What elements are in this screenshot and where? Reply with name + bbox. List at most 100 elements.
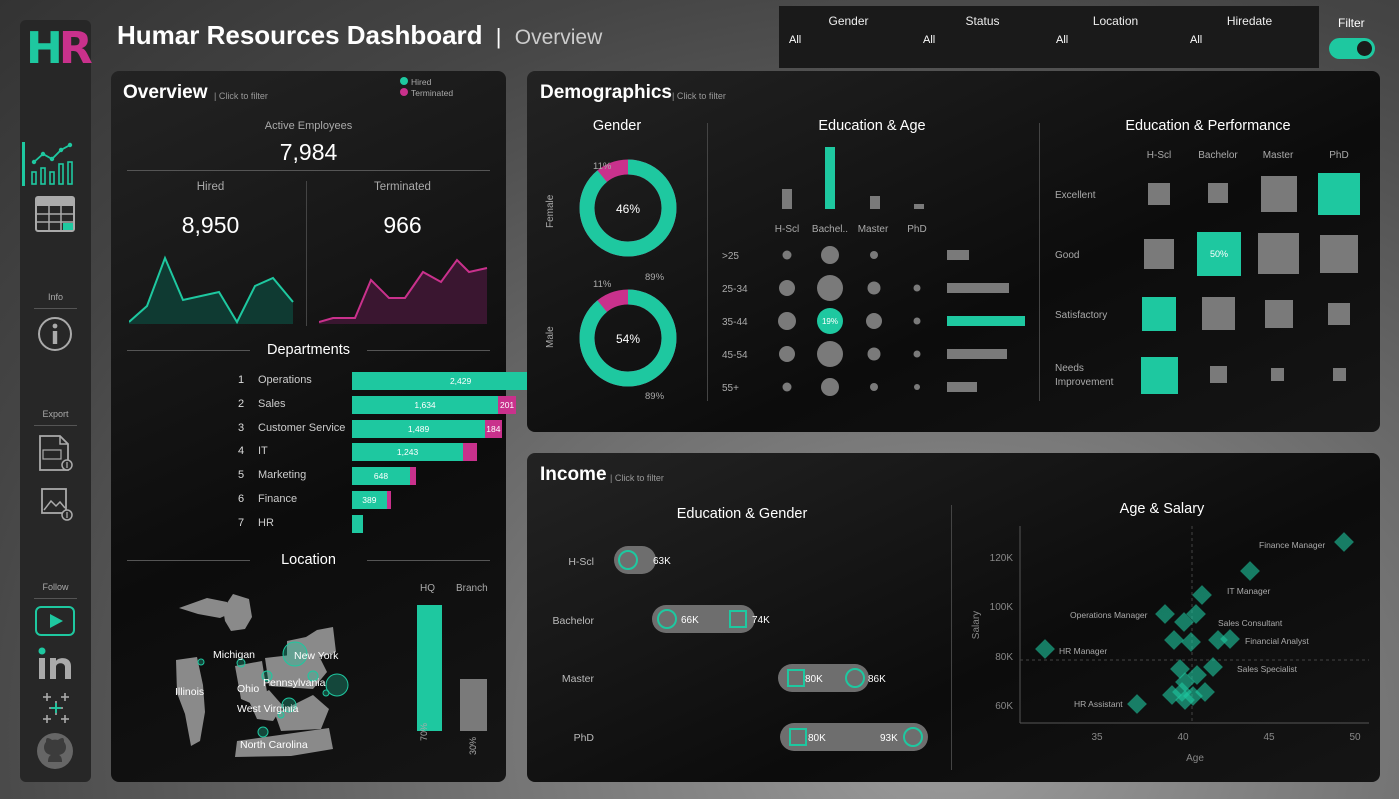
active-employees-value: 7,984: [279, 139, 338, 165]
hired-bar[interactable]: 1,489: [352, 419, 486, 438]
education-performance-title: Education & Performance: [1125, 118, 1291, 134]
svg-text:80K: 80K: [808, 733, 826, 744]
svg-text:40: 40: [1177, 732, 1189, 743]
filter-status[interactable]: Status All: [915, 14, 1050, 46]
svg-text:Bachelor: Bachelor: [1198, 150, 1238, 161]
department-row[interactable]: 4 IT 1,243: [238, 443, 608, 462]
svg-text:PhD: PhD: [907, 224, 926, 235]
departments-title: Departments: [266, 342, 350, 358]
state-label: West Virginia: [237, 703, 299, 715]
hired-bar[interactable]: [352, 514, 363, 533]
filter-toggle[interactable]: [1329, 38, 1375, 59]
male-donut[interactable]: [575, 285, 681, 391]
filter-value[interactable]: All: [923, 34, 936, 46]
filter-name: Gender: [828, 14, 869, 28]
svg-text:Operations Manager: Operations Manager: [1070, 610, 1148, 620]
education-gender-chart[interactable]: H-Scl Bachelor Master PhD 63K 66K 74K 80…: [537, 533, 947, 763]
terminated-bar[interactable]: [386, 491, 392, 509]
filter-location[interactable]: Location All: [1048, 14, 1183, 46]
toggle-knob: [1357, 41, 1372, 56]
department-name: Finance: [258, 493, 298, 505]
svg-text:35-44: 35-44: [722, 317, 748, 328]
pdf-export-icon[interactable]: [38, 434, 74, 472]
department-row[interactable]: 6 Finance 389: [238, 491, 608, 509]
svg-text:80K: 80K: [995, 652, 1013, 663]
department-name: Marketing: [258, 469, 307, 482]
tableau-icon[interactable]: [40, 692, 72, 724]
svg-text:74K: 74K: [752, 615, 770, 626]
svg-text:19%: 19%: [822, 317, 838, 326]
branch-share-bar[interactable]: [460, 678, 487, 731]
department-row[interactable]: 5 Marketing 648: [238, 467, 608, 486]
terminated-bar[interactable]: 184: [485, 419, 502, 438]
github-icon[interactable]: [36, 732, 74, 770]
divider: [1039, 123, 1040, 401]
hq-label: HQ: [420, 583, 435, 594]
branch-pct-label: 30%: [468, 736, 478, 755]
female-donut[interactable]: [575, 155, 681, 261]
state-label: Pennsylvania: [263, 677, 326, 689]
department-name: HR: [258, 516, 274, 529]
youtube-icon[interactable]: [35, 606, 75, 636]
state-label: Ohio: [237, 683, 259, 695]
filter-value[interactable]: All: [1190, 34, 1203, 46]
dashboard-title: Humar Resources Dashboard: [117, 20, 483, 50]
hired-bar[interactable]: 648: [352, 467, 410, 486]
active-employees-label: Active Employees: [264, 120, 353, 132]
svg-text:Age: Age: [1186, 753, 1204, 764]
svg-text:IT Manager: IT Manager: [1227, 586, 1270, 596]
sidebar: HR Info Export Follo: [20, 20, 93, 782]
svg-text:H-Scl: H-Scl: [775, 224, 799, 235]
education-performance-chart[interactable]: H-Scl Bachelor Master PhD Excellent Good…: [1047, 141, 1377, 401]
hired-label: Hired: [196, 181, 225, 193]
divider: [34, 598, 77, 599]
page-title: Humar Resources Dashboard | Overview: [117, 20, 602, 51]
hired-bar[interactable]: 2,429: [352, 372, 570, 390]
legend-item-terminated[interactable]: Terminated: [400, 88, 453, 98]
terminated-value: 966: [383, 212, 422, 238]
state-label: North Carolina: [240, 739, 308, 751]
department-name: Operations: [258, 374, 312, 386]
education-age-chart[interactable]: H-Scl Bachel.. Master PhD >25 25-34 35-4…: [712, 141, 1037, 401]
terminated-bar[interactable]: [409, 467, 417, 486]
filter-hiredate[interactable]: Hiredate All: [1182, 14, 1317, 46]
title-separator: |: [495, 24, 502, 49]
hired-bar[interactable]: 389: [352, 491, 387, 509]
svg-text:H-Scl: H-Scl: [1147, 150, 1171, 161]
bar-line-chart-icon[interactable]: [22, 142, 76, 188]
male-share: 54%: [615, 332, 641, 346]
demographics-title: Demographics: [540, 82, 672, 103]
svg-text:Good: Good: [1055, 250, 1079, 261]
hired-trend-sparkline[interactable]: [129, 254, 297, 326]
department-row[interactable]: 2 Sales 1,634 201: [238, 395, 608, 414]
filter-gender[interactable]: Gender All: [781, 14, 916, 46]
linkedin-icon[interactable]: [37, 647, 73, 681]
terminated-trend-sparkline[interactable]: [319, 254, 491, 326]
svg-text:Finance Manager: Finance Manager: [1259, 540, 1325, 550]
terminated-label: Terminated: [374, 181, 431, 193]
income-title: Income: [540, 464, 607, 485]
department-name: Customer Service: [258, 421, 346, 434]
table-icon[interactable]: [35, 196, 75, 232]
info-icon[interactable]: [37, 316, 73, 352]
hired-bar[interactable]: 1,243: [352, 443, 464, 462]
terminated-bar[interactable]: [463, 443, 477, 462]
demographics-panel: Demographics | Click to filter Gender Fe…: [527, 71, 1380, 432]
svg-text:Salary: Salary: [971, 611, 982, 639]
department-row[interactable]: 3 Customer Service 1,489 184: [238, 419, 608, 438]
filter-value[interactable]: All: [789, 34, 802, 46]
age-salary-scatter[interactable]: 120K 100K 80K 60K 35 40 45 50 Age Salary: [957, 521, 1377, 771]
filter-value[interactable]: All: [1056, 34, 1069, 46]
department-row[interactable]: 7 HR: [238, 514, 608, 533]
female-inner-pct: 11%: [593, 161, 612, 172]
svg-text:80K: 80K: [805, 674, 823, 685]
hq-share-bar[interactable]: [417, 605, 442, 731]
image-export-icon[interactable]: [40, 486, 74, 522]
terminated-bar[interactable]: 201: [498, 395, 517, 414]
svg-text:PhD: PhD: [1329, 150, 1348, 161]
svg-text:35: 35: [1091, 732, 1103, 743]
location-map[interactable]: Michigan New York Illinois Ohio Pennsylv…: [171, 581, 371, 771]
legend-item-hired[interactable]: Hired: [400, 77, 453, 88]
info-label: Info: [47, 292, 63, 302]
hired-bar[interactable]: 1,634: [352, 395, 499, 414]
